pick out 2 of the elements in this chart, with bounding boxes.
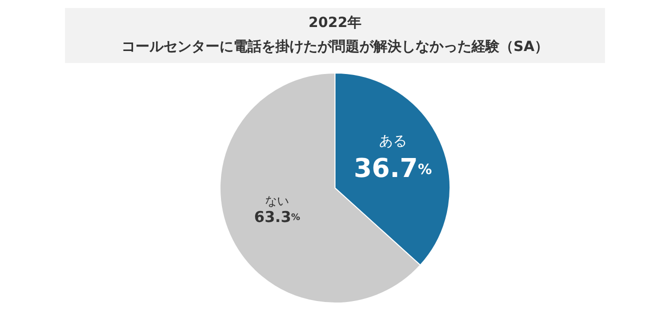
chart-title: 2022年	[308, 14, 362, 31]
chart-subtitle: コールセンターに電話を掛けたが問題が解決しなかった経験（SA）	[122, 38, 548, 55]
